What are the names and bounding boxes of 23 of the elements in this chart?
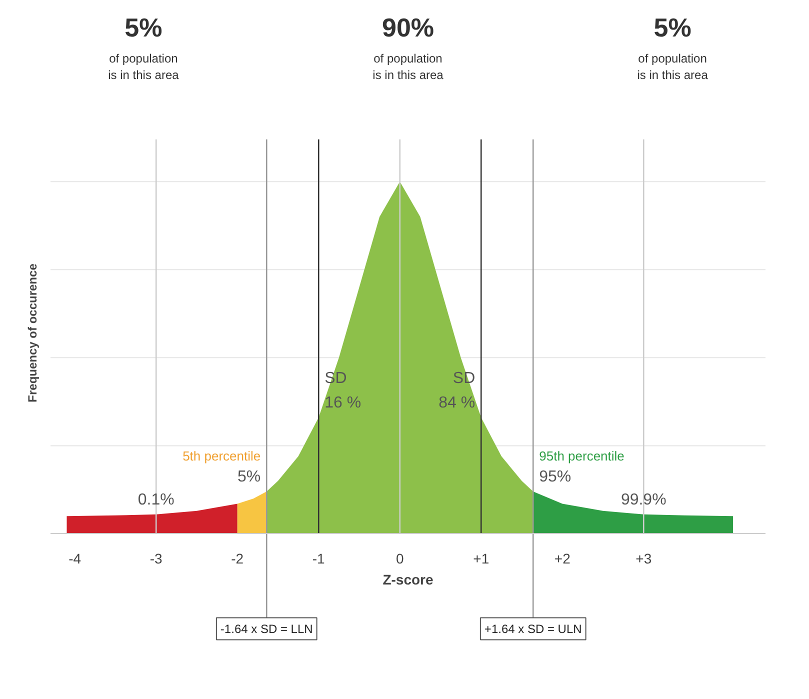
annotation: 99.9%: [620, 491, 666, 508]
x-tick-label: -3: [150, 550, 163, 567]
x-axis-title: Z-score: [382, 572, 434, 588]
annotation: 95th percentile: [539, 448, 624, 464]
ref-line-label: -1.64 x SD = LLN: [220, 622, 313, 636]
x-tick-label: +2: [554, 550, 571, 567]
x-tick-label: -4: [68, 550, 82, 567]
x-tick-label: +3: [636, 550, 652, 567]
annotation: 16 %: [324, 394, 362, 412]
annotation: 95%: [539, 468, 572, 486]
x-tick-label: -2: [231, 550, 244, 567]
ref-line-label: +1.64 x SD = ULN: [484, 622, 582, 636]
x-tick-label: +1: [473, 550, 490, 567]
annotation: 84 %: [438, 394, 476, 412]
y-axis-title: Frequency of occurence: [26, 263, 40, 402]
annotation: 5%: [238, 468, 261, 486]
x-tick-label: -1: [312, 550, 326, 567]
text: 90% of population is in this area: [372, 12, 444, 82]
text: 5% of population is in this area: [108, 12, 180, 82]
x-tick-label: 0: [396, 550, 404, 567]
text: 5% of population is in this area: [637, 12, 708, 82]
annotation: 0.1%: [138, 491, 174, 508]
annotation: 5th percentile: [182, 448, 261, 464]
